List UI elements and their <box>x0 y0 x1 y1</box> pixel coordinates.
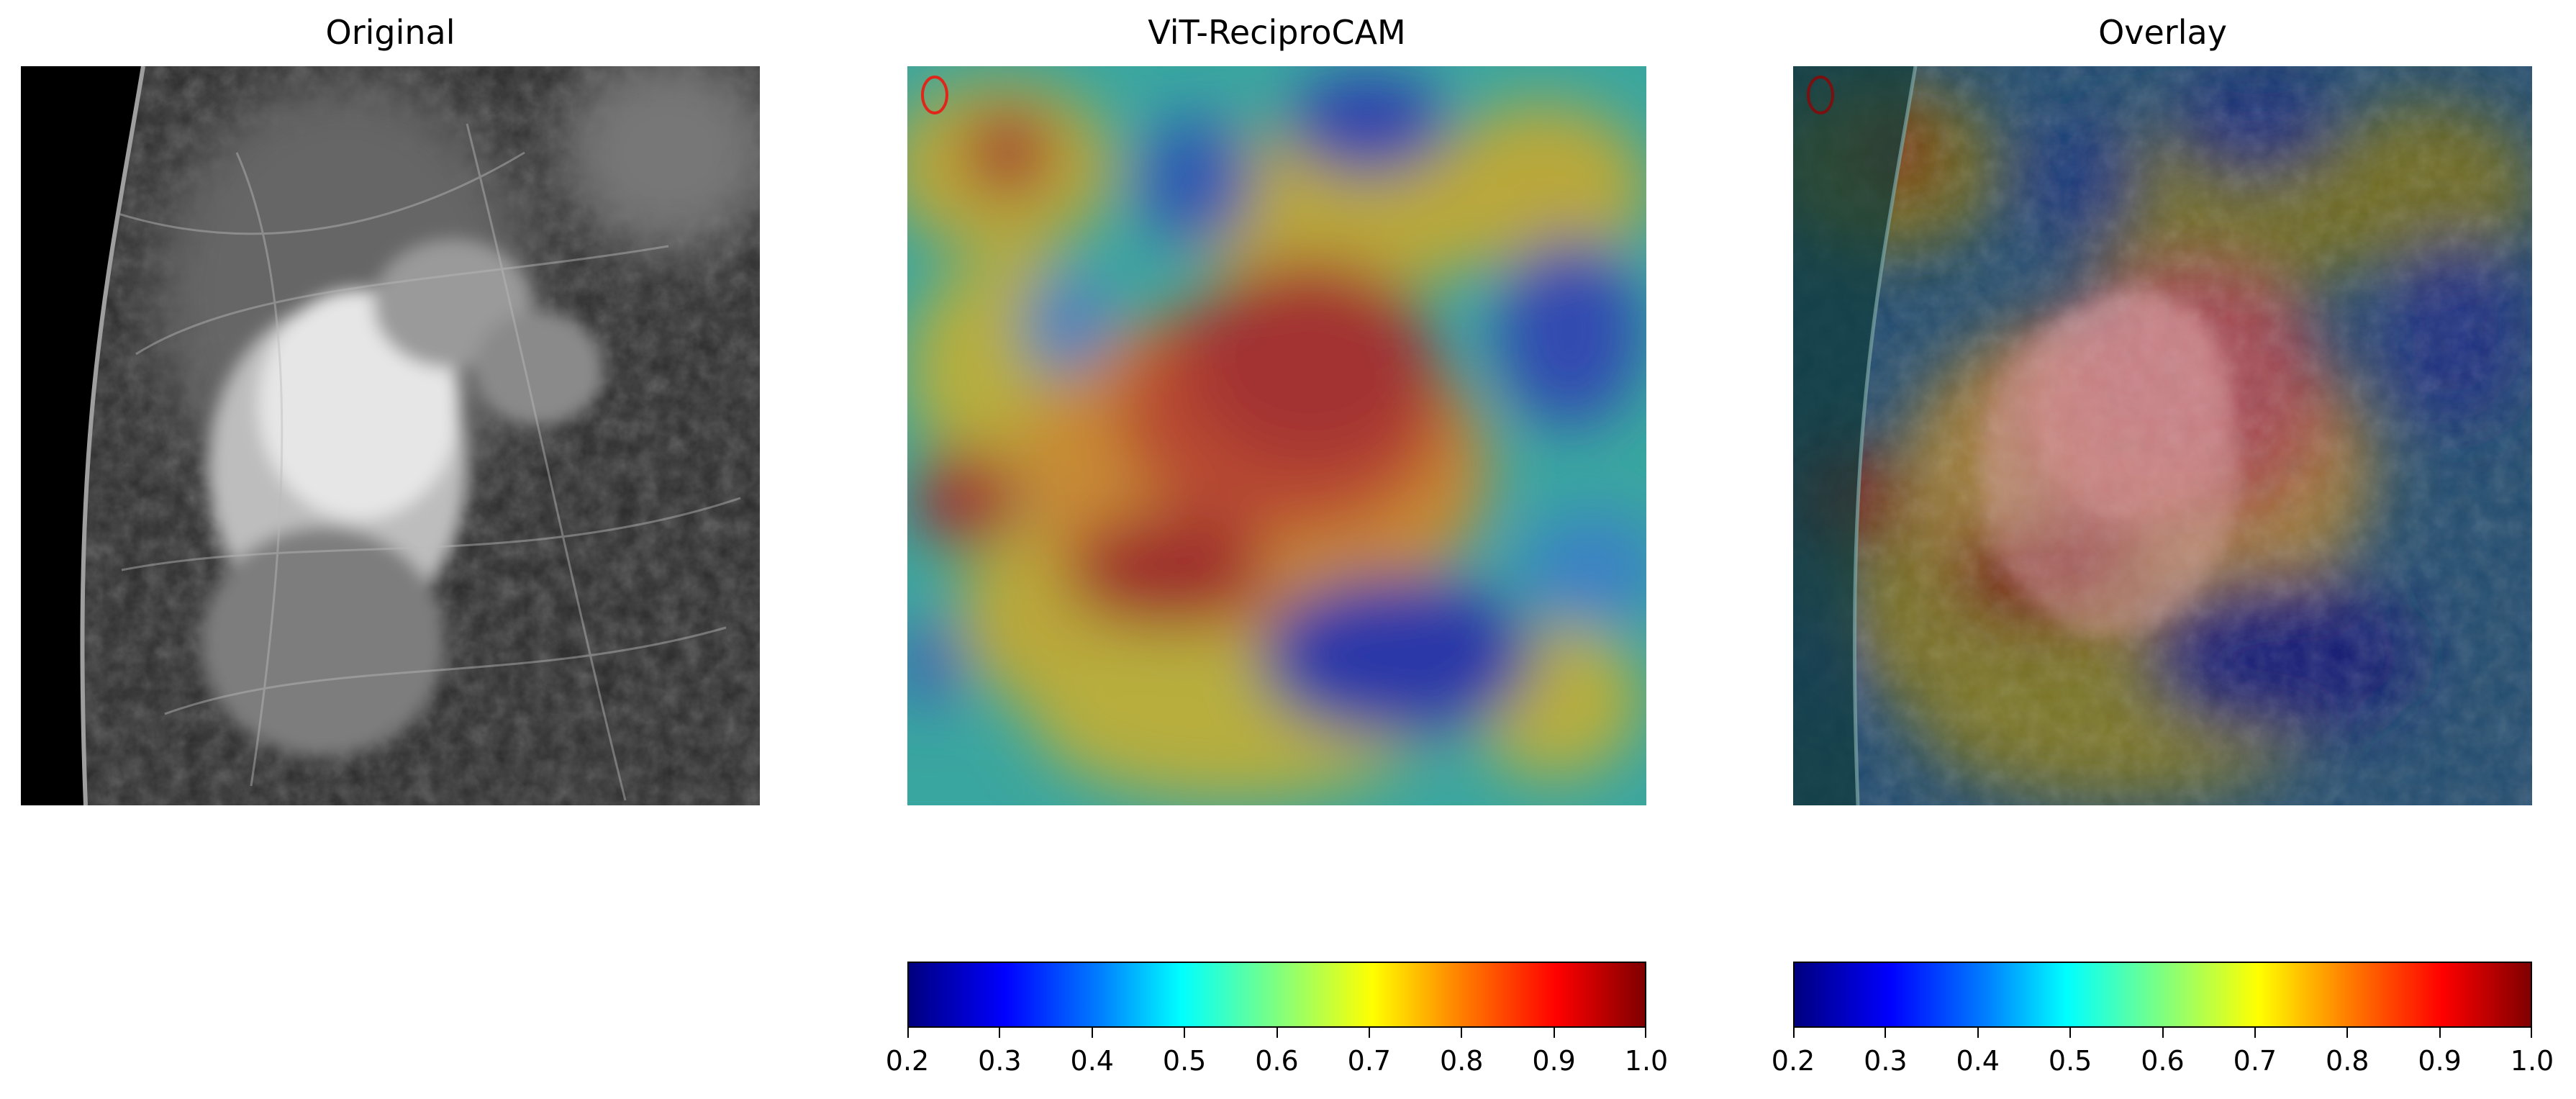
marker-ellipse-icon <box>921 76 948 114</box>
colorbar-tick <box>2346 1028 2349 1038</box>
colorbar-tick-label: 1.0 <box>2510 1045 2554 1077</box>
marker-ellipse-icon <box>1807 76 1834 114</box>
colorbar-tick <box>1977 1028 1979 1038</box>
colorbar-tick-label: 0.2 <box>1771 1045 1815 1077</box>
colorbar-tick-label: 0.3 <box>978 1045 1022 1077</box>
colorbar-tick-label: 0.7 <box>1347 1045 1392 1077</box>
colorbar-tick-label: 0.9 <box>2418 1045 2462 1077</box>
colorbar-tick-label: 0.9 <box>1532 1045 1576 1077</box>
colorbar-tick <box>1091 1028 1093 1038</box>
colorbar-tick <box>2254 1028 2256 1038</box>
colorbar-tick-label: 0.6 <box>1255 1045 1299 1077</box>
colorbar-tick-label: 0.4 <box>1956 1045 2000 1077</box>
colorbar-gradient <box>1795 963 2531 1026</box>
colorbar-tick <box>1885 1028 1887 1038</box>
colorbar-overlay <box>1793 962 2532 1028</box>
colorbar-tick-label: 0.4 <box>1070 1045 1114 1077</box>
colorbar-tick-label: 0.2 <box>885 1045 930 1077</box>
original-image <box>21 66 760 805</box>
colorbar-tick-label: 0.8 <box>2326 1045 2369 1077</box>
colorbar-tick-label: 0.5 <box>1162 1045 1207 1077</box>
colorbar-ticks-overlay: 0.2 0.3 0.4 0.5 0.6 0.7 0.8 0.9 1.0 <box>1772 1028 2554 1085</box>
colorbar-tick <box>907 1028 909 1038</box>
colorbar-tick <box>1645 1028 1646 1038</box>
colorbar-gradient <box>909 963 1645 1026</box>
colorbar-tick <box>1553 1028 1555 1038</box>
colorbar-tick-label: 0.5 <box>2048 1045 2092 1077</box>
colorbar-tick <box>2439 1028 2441 1038</box>
colorbar-tick <box>999 1028 1001 1038</box>
colorbar-tick-label: 0.7 <box>2233 1045 2277 1077</box>
colorbar-tick <box>1368 1028 1370 1038</box>
colorbar-tick-label: 0.3 <box>1864 1045 1908 1077</box>
colorbar-heatmap <box>907 962 1646 1028</box>
colorbar-tick <box>1276 1028 1278 1038</box>
colorbar-tick <box>1184 1028 1186 1038</box>
overlay-image <box>1793 66 2532 805</box>
title-heatmap: ViT-ReciproCAM <box>1148 13 1406 52</box>
colorbar-tick <box>1461 1028 1463 1038</box>
colorbar-tick-label: 1.0 <box>1624 1045 1669 1077</box>
colorbar-tick <box>2069 1028 2072 1038</box>
colorbar-tick-label: 0.6 <box>2141 1045 2185 1077</box>
title-overlay: Overlay <box>2098 13 2227 52</box>
colorbar-tick <box>2162 1028 2164 1038</box>
colorbar-ticks-heatmap: 0.2 0.3 0.4 0.5 0.6 0.7 0.8 0.9 1.0 <box>886 1028 1668 1085</box>
colorbar-tick-label: 0.8 <box>1440 1045 1484 1077</box>
colorbar-tick <box>1793 1028 1795 1038</box>
colorbar-tick <box>2531 1028 2532 1038</box>
cam-heatmap <box>907 66 1646 805</box>
title-original: Original <box>325 13 455 52</box>
